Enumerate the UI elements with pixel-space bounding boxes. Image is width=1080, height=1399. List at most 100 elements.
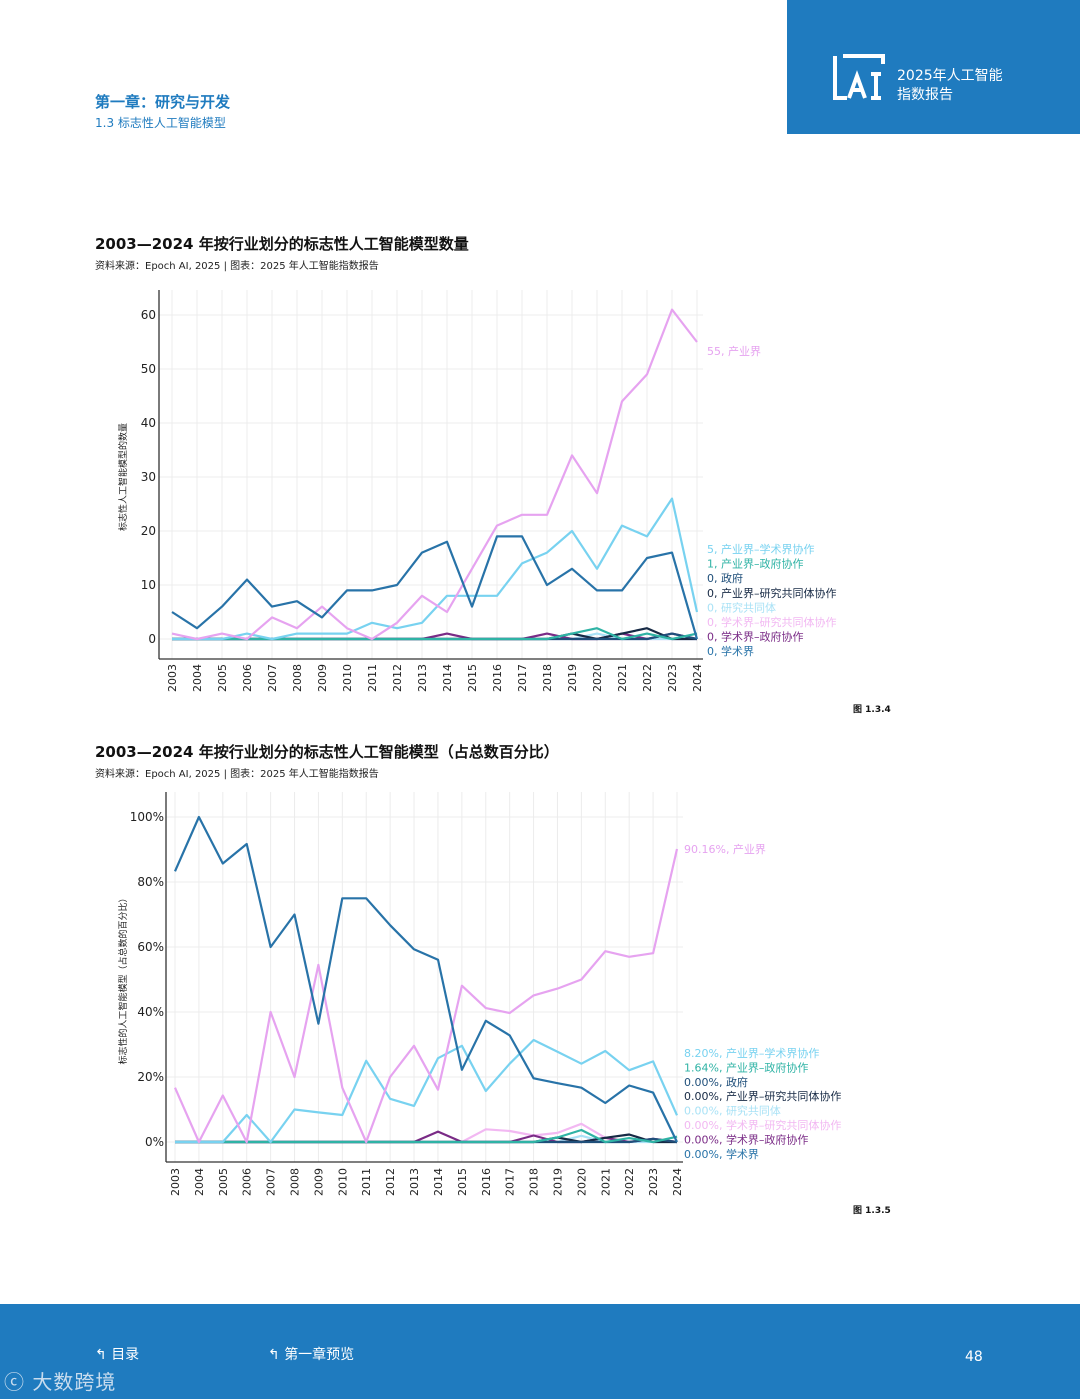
series-end-label: 0, 学术界 — [707, 644, 754, 658]
chart1-source: 资料来源：Epoch AI, 2025 | 图表：2025 年人工智能指数报告 — [95, 261, 379, 272]
y-axis-label: 标志性人工智能模型的数量 — [117, 423, 129, 531]
series-line — [171, 308, 698, 641]
x-tick-label: 2012 — [391, 664, 404, 692]
x-tick-label: 2007 — [265, 1168, 278, 1196]
x-tick-label: 2016 — [491, 664, 504, 692]
series-line — [175, 1038, 679, 1144]
x-tick-label: 2003 — [166, 664, 179, 692]
x-tick-label: 2009 — [316, 664, 329, 692]
x-tick-label: 2022 — [623, 1168, 636, 1196]
y-tick-label: 0% — [145, 1135, 164, 1149]
chapter-preview-label: 第一章预览 — [284, 1347, 355, 1363]
series-line — [173, 848, 679, 1144]
chart2-source: 资料来源：Epoch AI, 2025 | 图表：2025 年人工智能指数报告 — [95, 769, 379, 780]
x-tick-label: 2023 — [647, 1168, 660, 1196]
x-tick-label: 2005 — [216, 664, 229, 692]
x-tick-label: 2017 — [516, 664, 529, 692]
y-tick-label: 0 — [148, 632, 156, 646]
series-end-label: 1, 产业界–政府协作 — [707, 557, 804, 571]
x-tick-label: 2020 — [575, 1168, 588, 1196]
chart2-svg: 0% 20% 40% 60% 80% 100% 2003 2004 2005 2006 2007 20… — [117, 792, 841, 1196]
series-end-label: 0.00%, 研究共同体 — [684, 1104, 781, 1118]
x-tick-label: 2004 — [191, 664, 204, 692]
watermark: ⓒ 大数跨境 — [4, 1366, 116, 1395]
series-line — [172, 497, 699, 641]
y-tick-label: 60 — [141, 308, 156, 322]
series-line — [173, 815, 678, 1143]
series-end-label: 0, 产业界–研究共同体协作 — [707, 586, 837, 600]
x-tick-label: 2011 — [366, 664, 379, 692]
report-name-line2: 指数报告 — [897, 87, 953, 103]
x-tick-label: 2018 — [541, 664, 554, 692]
report-name-line1: 2025年人工智能 — [897, 68, 1003, 84]
series-end-label: 0, 政府 — [707, 571, 743, 585]
x-tick-label: 2017 — [504, 1168, 517, 1196]
series-end-label: 5, 产业界–学术界协作 — [707, 542, 815, 556]
x-tick-label: 2009 — [312, 1168, 325, 1196]
x-tick-label: 2021 — [599, 1168, 612, 1196]
y-tick-label: 40% — [137, 1005, 164, 1019]
y-tick-label: 40 — [141, 416, 156, 430]
watermark-text: 大数跨境 — [32, 1370, 117, 1394]
y-tick-label: 30 — [141, 470, 156, 484]
report-banner: 2025年人工智能 指数报告 — [787, 0, 1080, 134]
x-tick-label: 2014 — [432, 1168, 445, 1196]
series-end-label: 0.00%, 产业界–研究共同体协作 — [684, 1089, 841, 1103]
x-tick-label: 2016 — [480, 1168, 493, 1196]
chapter-title: 第一章：研究与开发 — [95, 93, 231, 111]
series-end-label: 8.20%, 产业界–学术界协作 — [684, 1046, 819, 1060]
y-tick-label: 20% — [137, 1070, 164, 1084]
series-line — [171, 535, 699, 640]
series-end-label: 0, 研究共同体 — [707, 600, 776, 614]
chart2-figure-label: 图 1.3.5 — [853, 1206, 891, 1216]
series-end-label: 0.00%, 学术界–研究共同体协作 — [684, 1118, 841, 1132]
chart1-figure-label: 图 1.3.4 — [853, 705, 891, 715]
x-tick-label: 2019 — [566, 664, 579, 692]
section-title: 1.3 标志性人工智能模型 — [95, 116, 226, 130]
chart1-title: 2003—2024 年按行业划分的标志性人工智能模型数量 — [95, 235, 469, 253]
footer-bar: ↰ 目录 ↰ 第一章预览 48 ⓒ 大数跨境 — [0, 1304, 1080, 1399]
x-tick-label: 2013 — [408, 1168, 421, 1196]
x-tick-label: 2013 — [416, 664, 429, 692]
x-tick-label: 2005 — [217, 1168, 230, 1196]
x-tick-label: 2018 — [528, 1168, 541, 1196]
chart2-title: 2003—2024 年按行业划分的标志性人工智能模型（占总数百分比） — [95, 743, 559, 761]
page-number: 48 — [965, 1349, 983, 1365]
series-end-label: 0.00%, 学术界–政府协作 — [684, 1132, 808, 1146]
series-end-label: 0, 学术界–政府协作 — [707, 630, 804, 644]
toc-link[interactable]: ↰ 目录 — [95, 1344, 139, 1364]
x-tick-label: 2019 — [551, 1168, 564, 1196]
y-tick-label: 100% — [130, 810, 164, 824]
x-tick-label: 2007 — [266, 664, 279, 692]
x-tick-label: 2020 — [591, 664, 604, 692]
series-end-label: 90.16%, 产业界 — [684, 842, 766, 856]
x-tick-label: 2012 — [384, 1168, 397, 1196]
x-tick-label: 2024 — [691, 664, 704, 692]
y-tick-label: 20 — [141, 524, 156, 538]
x-tick-label: 2011 — [360, 1168, 373, 1196]
x-tick-label: 2008 — [291, 664, 304, 692]
x-tick-label: 2006 — [241, 1168, 254, 1196]
y-tick-label: 50 — [141, 362, 156, 376]
x-tick-label: 2014 — [441, 664, 454, 692]
return-arrow-icon: ↰ — [268, 1347, 280, 1363]
series-end-label: 0.00%, 学术界 — [684, 1147, 759, 1161]
return-arrow-icon: ↰ — [95, 1347, 107, 1363]
ai-index-logo-icon — [833, 54, 885, 100]
x-tick-label: 2004 — [193, 1168, 206, 1196]
x-tick-label: 2010 — [336, 1168, 349, 1196]
x-tick-label: 2015 — [456, 1168, 469, 1196]
series-line — [172, 627, 698, 641]
x-tick-label: 2003 — [169, 1168, 182, 1196]
x-tick-label: 2006 — [241, 664, 254, 692]
x-tick-label: 2015 — [466, 664, 479, 692]
x-tick-label: 2010 — [341, 664, 354, 692]
series-line — [175, 1128, 678, 1144]
x-tick-label: 2024 — [671, 1168, 684, 1196]
x-tick-label: 2008 — [289, 1168, 302, 1196]
toc-link-label: 目录 — [111, 1347, 140, 1363]
y-tick-label: 80% — [137, 875, 164, 889]
chapter-preview-link[interactable]: ↰ 第一章预览 — [268, 1344, 354, 1364]
x-tick-label: 2022 — [641, 664, 654, 692]
series-end-label: 0.00%, 政府 — [684, 1075, 748, 1089]
